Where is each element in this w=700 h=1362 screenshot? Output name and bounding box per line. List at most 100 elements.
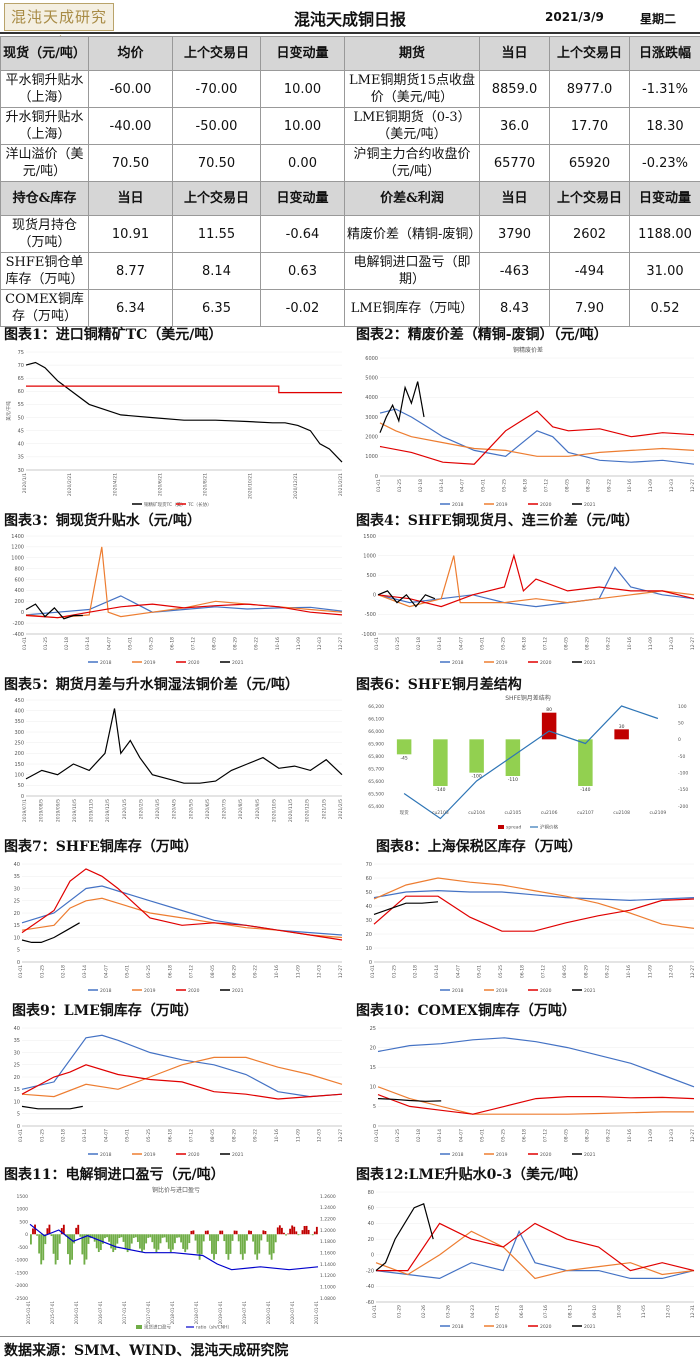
profit-bar [274, 1234, 277, 1243]
series-line-2021 [21, 1105, 83, 1110]
chart-lme-0-3-spread: -60 -40 -20 0 20 40 60 80 01-01 01-29 02-26 03-26 04… [356, 1184, 700, 1332]
y-tick-label: 0 [373, 1124, 376, 1130]
profit-bar [188, 1234, 191, 1244]
y-tick-label: 40 [368, 1221, 374, 1227]
profit-bar [167, 1234, 170, 1249]
y-tick-label: 450 [14, 698, 24, 704]
profit-bar [120, 1234, 123, 1238]
table-cell: 日变动量 [260, 36, 345, 71]
x-tick-label: 12-03 [669, 1129, 675, 1142]
profit-bar [221, 1230, 224, 1235]
y-tick-label-right: 0 [678, 737, 681, 743]
table-cell: 65920 [549, 144, 630, 182]
x-tick-label: 02-18 [416, 1129, 422, 1142]
legend-label: 2018 [100, 988, 112, 994]
chart-refined-scrap-spread: 铜精废价差 0 1000 2000 3000 4000 5000 6000 01-01 01-25… [356, 344, 700, 510]
profit-bar [89, 1234, 92, 1239]
table-cell: 日变动量 [629, 181, 700, 216]
series-line-2018 [379, 408, 695, 465]
profit-bar [233, 1230, 236, 1235]
y-tick-label-right: 1.2400 [320, 1205, 336, 1211]
legend-label: 2020 [188, 660, 200, 666]
market-data-table: 现货（元/吨） 均价 上个交易日 日变动量 期货 当日 上个交易日 日涨跌幅 平水铜升贴水（上海… [0, 36, 700, 327]
profit-bar [145, 1234, 148, 1244]
profit-bar [225, 1234, 228, 1255]
profit-bar [190, 1230, 193, 1235]
x-tick-label: 07-12 [191, 637, 197, 650]
y-tick-label: 60 [18, 389, 24, 395]
table-cell: -0.02 [260, 289, 345, 327]
series-line-2019 [375, 1230, 695, 1280]
chart-comex-inventory: 0 5 10 15 20 25 01-01 01-25 02-18 03-14 04-07 05-01… [356, 1020, 700, 1160]
chart-svg: 0 50 100 150 200 250 300 350 400 450 2019/07/1 2019… [14, 698, 344, 822]
profit-bar [293, 1226, 296, 1235]
x-tick-label: 05-01 [477, 965, 483, 978]
x-tick-label: 04-23 [470, 1305, 476, 1318]
series-line-2021 [379, 381, 425, 433]
x-tick-label: 10-16 [627, 1129, 633, 1142]
profit-bar [229, 1234, 232, 1254]
y-tick-label: 30 [14, 886, 20, 892]
x-tick-label: 04-07 [458, 637, 464, 650]
spread-bar [541, 712, 557, 740]
legend-label: 2019 [144, 1152, 156, 1158]
legend-swatch [498, 825, 504, 829]
chart-svg: 0 10 20 30 40 50 60 70 01-01 01-25 02-18 03-14 04-07… [366, 862, 696, 994]
table-cell: LME铜期货（0-3）（美元/吨） [344, 107, 480, 145]
figure-9-caption: 图表9：LME铜库存（万吨） [12, 1003, 198, 1019]
y-tick-label: -40 [366, 1284, 374, 1290]
x-tick-label: 03-14 [85, 637, 91, 650]
x-tick-label: 2017-01-01 [122, 1301, 127, 1325]
profit-bar [239, 1234, 242, 1255]
x-tick-label: 02-18 [416, 637, 422, 650]
y-tick-label: 55 [18, 402, 24, 408]
x-tick-label: 2020/4/5 [172, 799, 178, 819]
x-tick-label: 08-29 [233, 637, 239, 650]
y-tick-label-right: 1.2200 [320, 1216, 336, 1222]
y-tick-label-right: 1.1000 [320, 1284, 336, 1290]
bar-data-label: -140 [580, 787, 590, 793]
profit-bar [262, 1230, 265, 1235]
x-tick-label: 12-03 [317, 1129, 323, 1142]
chart-shfe-spot-third-spread: -1000 -500 0 500 1000 1500 01-01 01-25 02-18 03-1… [356, 528, 700, 668]
chart-month-spread: 0 50 100 150 200 250 300 350 400 450 2019/07/1 2019… [4, 692, 348, 832]
x-tick-label: 2019/10/5 [72, 799, 78, 822]
y-tick-label: 25 [14, 1063, 20, 1069]
profit-bar [315, 1226, 318, 1235]
y-tick-label: 60 [368, 1206, 374, 1212]
x-tick-label: 09-22 [606, 479, 612, 492]
x-tick-label: 2020/2/5 [138, 799, 144, 819]
y-tick-label: -2500 [15, 1296, 28, 1302]
x-tick-label: 06-18 [519, 1305, 525, 1318]
x-tick-label: 01-01 [370, 965, 376, 978]
x-tick-label: 03-26 [445, 1305, 451, 1318]
y-tick-label-right: 1.0800 [320, 1296, 336, 1302]
x-tick-label: 05-25 [146, 1129, 152, 1142]
profit-bar [108, 1234, 111, 1242]
series-line-2019 [21, 1056, 343, 1098]
chart-svg: -60 -40 -20 0 20 40 60 80 01-01 01-29 02-26 03-26 04… [366, 1190, 696, 1330]
company-logo: 混沌天成研究院 [4, 3, 114, 52]
y-tick-label: 1500 [363, 534, 376, 540]
profit-bar [241, 1234, 244, 1260]
profit-bar [75, 1227, 78, 1235]
x-tick-label: 2020/1/5 [122, 799, 128, 819]
x-tick-label: 12-03 [317, 965, 323, 978]
y-tick-label: 500 [19, 1219, 28, 1225]
y-tick-label: 40 [18, 442, 24, 448]
series-line-2018 [21, 885, 343, 936]
profit-bar [32, 1228, 34, 1235]
table-cell: 均价 [88, 36, 173, 71]
y-tick-label: 20 [14, 911, 20, 917]
x-tick-label: cu2107 [577, 810, 594, 816]
x-tick-label: 2019/11/5 [89, 799, 95, 822]
x-tick-label: 12-27 [690, 1129, 696, 1142]
x-tick-label: 10-16 [274, 1129, 280, 1142]
x-tick-label: 03-14 [82, 965, 88, 978]
y-tick-label-right: 1.1800 [320, 1239, 336, 1245]
bar-data-label: -140 [435, 787, 445, 793]
y-tick-label: 35 [14, 874, 20, 880]
y-tick-label: 20 [370, 1045, 376, 1051]
x-tick-label: 12-27 [690, 479, 696, 492]
y-tick-label: 15 [14, 923, 20, 929]
